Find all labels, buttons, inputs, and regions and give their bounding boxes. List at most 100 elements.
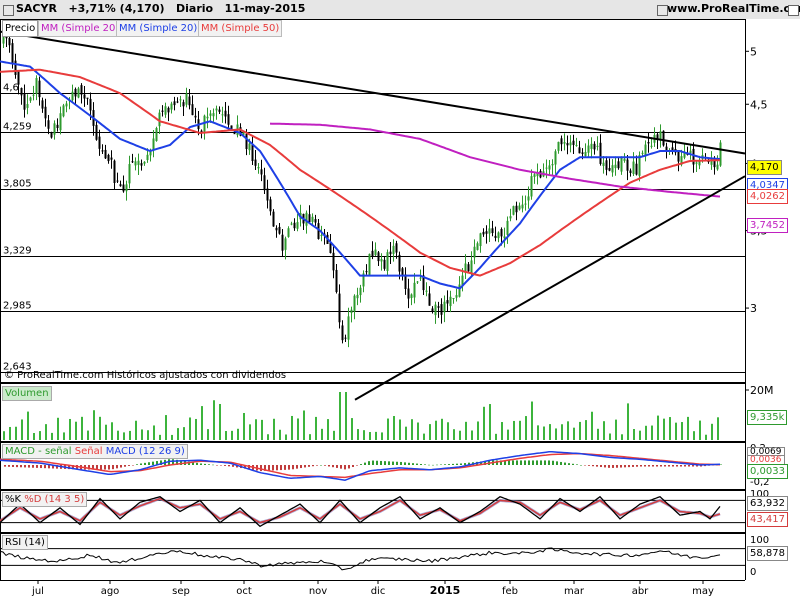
macd-hist-bar bbox=[500, 460, 502, 465]
macd-hist-bar bbox=[456, 463, 458, 465]
candle-body bbox=[419, 277, 422, 279]
macd-hist-bar bbox=[368, 461, 370, 465]
candle-body bbox=[629, 170, 632, 174]
legend-rsi[interactable]: RSI (14) bbox=[2, 535, 48, 550]
legend-ma50[interactable]: MM (Simple 50) bbox=[198, 20, 283, 37]
macd-hist-bar bbox=[48, 465, 50, 469]
volume-bar bbox=[273, 418, 275, 440]
legend-stoch-group[interactable]: %K %D (14 3 5) bbox=[2, 492, 88, 507]
volume-bar bbox=[195, 418, 197, 440]
macd-hist-bar bbox=[68, 465, 70, 470]
volume-bar bbox=[303, 410, 305, 440]
candle-body bbox=[11, 43, 14, 64]
candle-body bbox=[644, 144, 647, 157]
candle-body bbox=[461, 275, 464, 287]
macd-hist-bar bbox=[180, 460, 182, 465]
candle-body bbox=[260, 169, 263, 175]
macd-hist-bar bbox=[484, 461, 486, 465]
candle-body bbox=[398, 254, 401, 272]
candle-body bbox=[77, 88, 80, 98]
toggle-icon[interactable] bbox=[3, 5, 14, 16]
legend-macd-group[interactable]: MACD - señal Señal MACD (12 26 9) bbox=[2, 444, 188, 459]
candle-body bbox=[530, 176, 533, 197]
close-icon[interactable] bbox=[788, 5, 799, 16]
volume-bar bbox=[387, 418, 389, 440]
macd-hist-bar bbox=[16, 465, 18, 468]
candle-body bbox=[671, 147, 674, 151]
candle-body bbox=[185, 93, 188, 105]
candle-body bbox=[488, 228, 491, 234]
candle-body bbox=[386, 252, 389, 271]
volume-bar bbox=[369, 432, 371, 440]
volume-bar bbox=[561, 424, 563, 440]
candle-body bbox=[383, 259, 386, 269]
macd-hist-bar bbox=[280, 465, 282, 471]
candle-body bbox=[404, 274, 407, 290]
candle-body bbox=[335, 269, 338, 293]
volume-bar bbox=[639, 430, 641, 440]
candle-body bbox=[359, 287, 362, 296]
volume-bar bbox=[243, 412, 245, 440]
tag-rsi: 58,878 bbox=[747, 546, 788, 561]
legend-ma20[interactable]: MM (Simple 20) bbox=[116, 20, 201, 37]
candle-body bbox=[266, 188, 269, 201]
candle-body bbox=[173, 101, 176, 106]
volume-bar bbox=[471, 430, 473, 440]
macd-hist-bar bbox=[600, 465, 602, 468]
volume-bar bbox=[579, 421, 581, 440]
candle-body bbox=[611, 165, 614, 173]
candle-body bbox=[245, 133, 248, 150]
x-tick-label: nov bbox=[309, 586, 327, 597]
candle-body bbox=[716, 164, 719, 170]
volume-bar bbox=[363, 430, 365, 440]
volume-bar bbox=[129, 430, 131, 440]
volume-bar bbox=[507, 429, 509, 440]
candle-body bbox=[215, 108, 218, 111]
candle-body bbox=[29, 97, 32, 101]
macd-hist-bar bbox=[616, 465, 618, 468]
volume-bar bbox=[477, 421, 479, 440]
candle-body bbox=[584, 151, 587, 157]
macd-hist-bar bbox=[324, 465, 326, 466]
candle-body bbox=[581, 152, 584, 154]
legend-price[interactable]: Precio bbox=[2, 20, 39, 37]
candle-body bbox=[557, 141, 560, 151]
watermark: © ProRealTime.com Históricos ajustados c… bbox=[4, 370, 287, 381]
tag-macd-c: 0,0033 bbox=[747, 464, 788, 479]
candle-body bbox=[338, 293, 341, 323]
macd-hist-bar bbox=[88, 465, 90, 470]
volume-bar bbox=[33, 433, 35, 440]
candle-body bbox=[116, 180, 119, 182]
macd-hist-bar bbox=[356, 465, 358, 466]
macd-hist-bar bbox=[560, 461, 562, 465]
volume-bar bbox=[573, 427, 575, 440]
volume-bar bbox=[153, 425, 155, 440]
macd-hist-bar bbox=[648, 465, 650, 467]
macd-hist-bar bbox=[512, 460, 514, 465]
macd-hist-bar bbox=[112, 465, 114, 470]
volume-bar bbox=[357, 429, 359, 440]
level-label: 2,985 bbox=[3, 301, 32, 312]
volume-bar bbox=[171, 434, 173, 440]
candle-body bbox=[164, 106, 167, 115]
candle-body bbox=[632, 161, 635, 175]
volume-bar bbox=[699, 420, 701, 440]
macd-hist-bar bbox=[104, 465, 106, 470]
candle-body bbox=[221, 114, 224, 116]
candle-body bbox=[134, 161, 137, 166]
volume-bar bbox=[513, 420, 515, 440]
volume-bar bbox=[453, 429, 455, 440]
volume-bar bbox=[537, 425, 539, 440]
macd-hist-bar bbox=[300, 465, 302, 469]
volume-bar bbox=[633, 428, 635, 440]
macd-hist-bar bbox=[440, 464, 442, 465]
window-icon[interactable] bbox=[657, 5, 668, 16]
candle-body bbox=[374, 249, 377, 256]
candle-body bbox=[431, 308, 434, 312]
macd-hist-bar bbox=[700, 465, 702, 467]
volume-bar bbox=[261, 419, 263, 440]
candle-body bbox=[602, 162, 605, 167]
macd-hist-bar bbox=[216, 465, 218, 466]
candle-body bbox=[38, 80, 41, 98]
legend-volume[interactable]: Volumen bbox=[2, 386, 52, 401]
